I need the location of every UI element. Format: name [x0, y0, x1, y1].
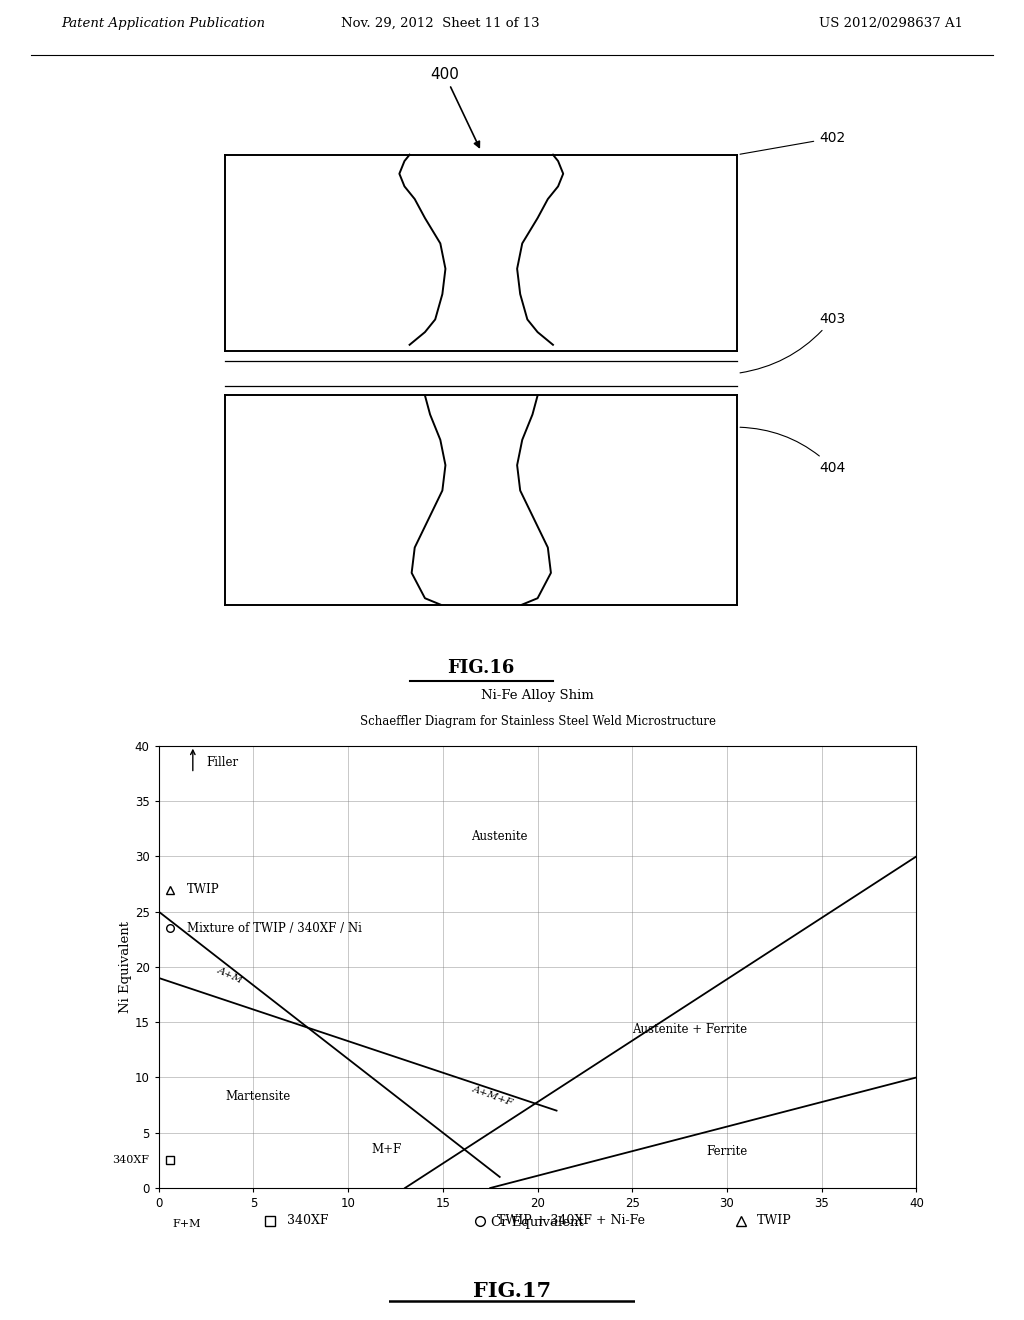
Y-axis label: Ni Equivalent: Ni Equivalent: [119, 921, 132, 1012]
Text: FIG.17: FIG.17: [473, 1280, 551, 1302]
Text: 402: 402: [740, 131, 846, 154]
Text: Ni-Fe Alloy Shim: Ni-Fe Alloy Shim: [481, 689, 594, 702]
Text: Martensite: Martensite: [225, 1089, 290, 1102]
Text: Schaeffler Diagram for Stainless Steel Weld Microstructure: Schaeffler Diagram for Stainless Steel W…: [359, 715, 716, 729]
Text: FIG.16: FIG.16: [447, 659, 515, 677]
Text: Ferrite: Ferrite: [707, 1144, 748, 1158]
Text: 340XF: 340XF: [113, 1155, 150, 1166]
Text: TWIP: TWIP: [758, 1214, 793, 1228]
Text: A+M: A+M: [215, 966, 244, 986]
Text: 340XF: 340XF: [287, 1214, 329, 1228]
Text: M+F: M+F: [371, 1143, 401, 1155]
Text: 404: 404: [740, 428, 846, 474]
Text: Patent Application Publication: Patent Application Publication: [61, 17, 265, 30]
Text: 403: 403: [740, 312, 846, 372]
Text: 400: 400: [430, 67, 479, 148]
Text: TWIP: TWIP: [187, 883, 220, 896]
Text: Filler: Filler: [206, 756, 239, 768]
Text: Austenite: Austenite: [471, 830, 528, 842]
X-axis label: Cr Equivalent: Cr Equivalent: [492, 1216, 584, 1229]
Text: F+M: F+M: [173, 1218, 202, 1229]
Text: TWIP + 340XF + Ni-Fe: TWIP + 340XF + Ni-Fe: [497, 1214, 645, 1228]
Text: US 2012/0298637 A1: US 2012/0298637 A1: [819, 17, 963, 30]
Text: Mixture of TWIP / 340XF / Ni: Mixture of TWIP / 340XF / Ni: [187, 921, 362, 935]
Text: A+M+F: A+M+F: [471, 1084, 515, 1107]
Text: Austenite + Ferrite: Austenite + Ferrite: [632, 1023, 746, 1036]
Text: Nov. 29, 2012  Sheet 11 of 13: Nov. 29, 2012 Sheet 11 of 13: [341, 17, 540, 30]
